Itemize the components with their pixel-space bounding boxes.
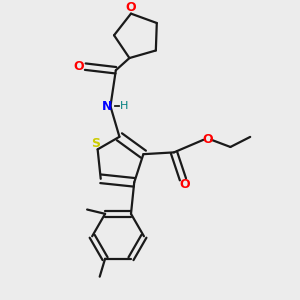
Text: N: N <box>102 100 112 113</box>
Text: O: O <box>125 1 136 13</box>
Text: O: O <box>202 133 213 146</box>
Text: S: S <box>91 137 100 151</box>
Text: H: H <box>120 101 128 111</box>
Text: O: O <box>179 178 190 191</box>
Text: O: O <box>74 60 84 73</box>
